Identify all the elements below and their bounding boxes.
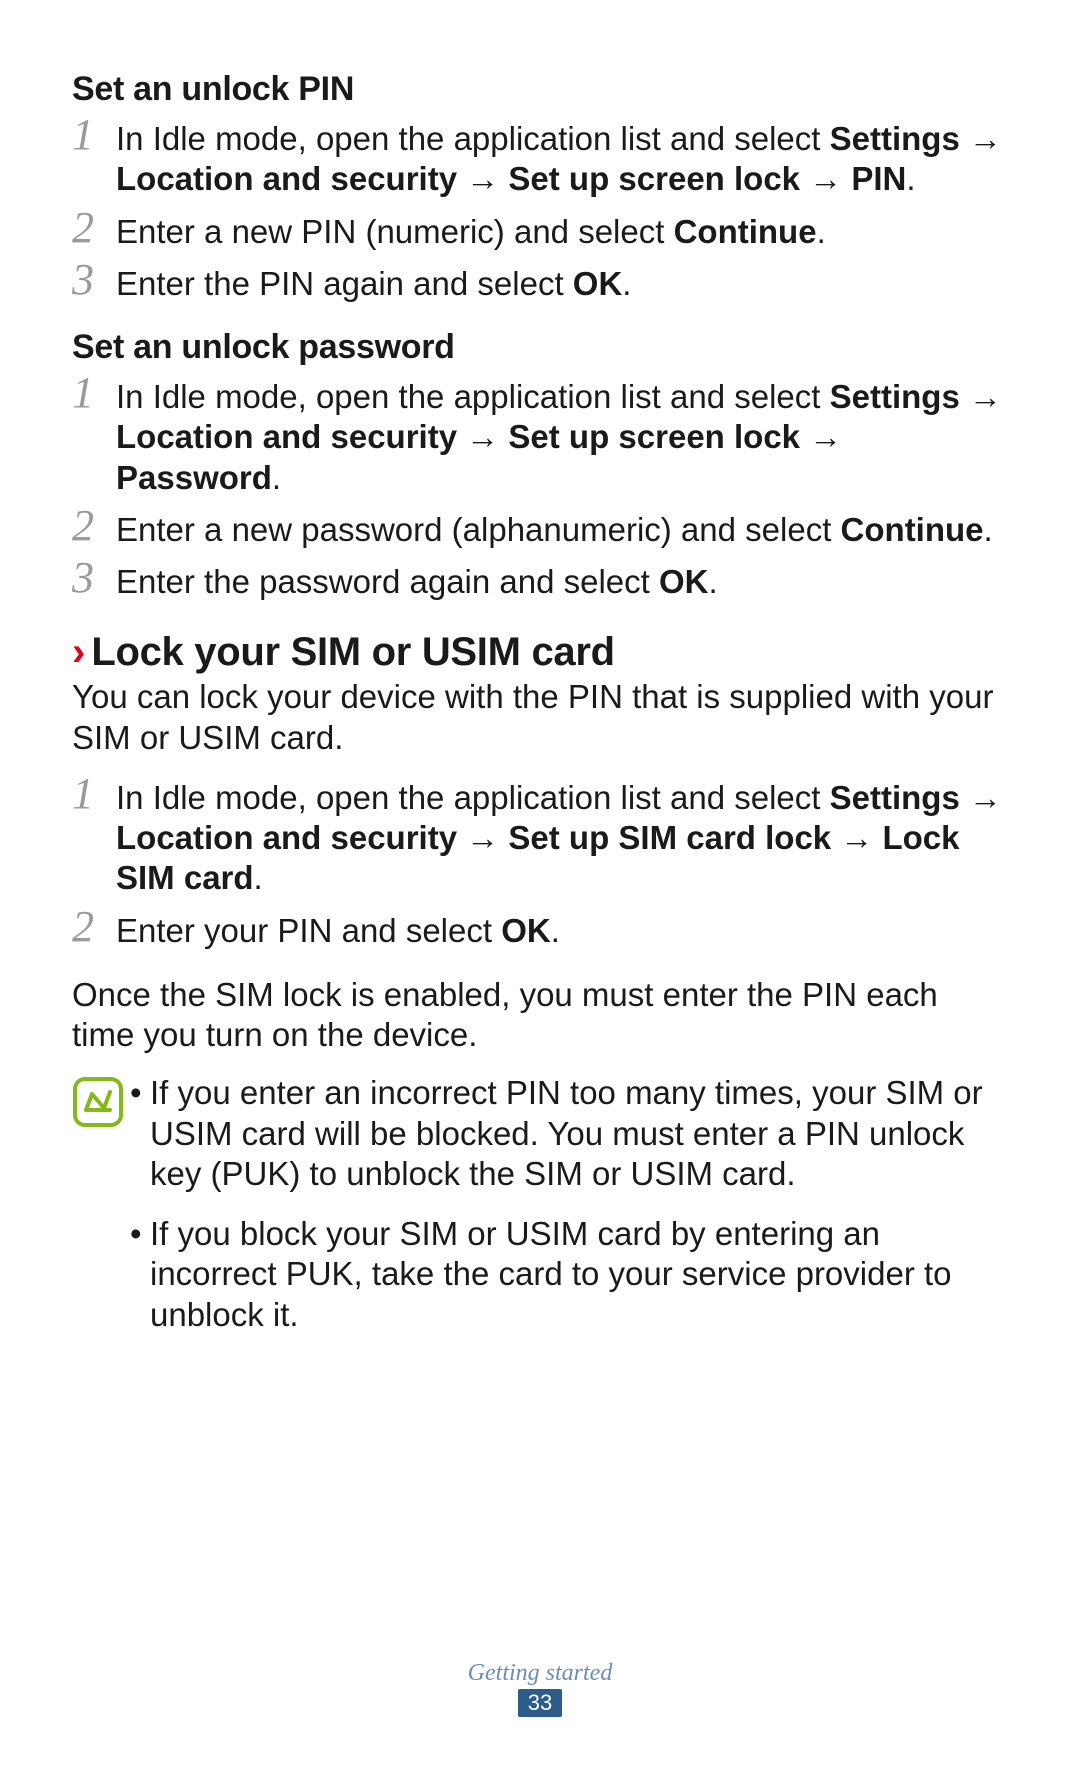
page-footer: Getting started 33 [0, 1660, 1080, 1717]
step-number: 2 [72, 905, 116, 949]
note-block: • If you enter an incorrect PIN too many… [72, 1073, 1008, 1355]
step-item: 1 In Idle mode, open the application lis… [72, 117, 1008, 200]
chevron-icon: › [72, 632, 85, 672]
step-text: In Idle mode, open the application list … [116, 117, 1008, 200]
step-number: 2 [72, 206, 116, 250]
bullet-dot: • [130, 1073, 150, 1113]
heading-text: Lock your SIM or USIM card [91, 630, 614, 675]
footer-section-title: Getting started [0, 1660, 1080, 1687]
step-text: In Idle mode, open the application list … [116, 375, 1008, 498]
step-item: 3 Enter the PIN again and select OK. [72, 262, 1008, 304]
page-number: 33 [518, 1689, 562, 1717]
step-text: Enter the password again and select OK. [116, 560, 718, 602]
note-text: If you enter an incorrect PIN too many t… [150, 1073, 1008, 1194]
manual-page: Set an unlock PIN 1 In Idle mode, open t… [0, 0, 1080, 1355]
note-text: If you block your SIM or USIM card by en… [150, 1214, 1008, 1335]
step-number: 1 [72, 113, 116, 157]
bullet-dot: • [130, 1214, 150, 1254]
step-item: 1 In Idle mode, open the application lis… [72, 776, 1008, 899]
note-item: • If you enter an incorrect PIN too many… [130, 1073, 1008, 1194]
step-text: Enter a new password (alphanumeric) and … [116, 508, 993, 550]
step-number: 3 [72, 258, 116, 302]
sim-outro-text: Once the SIM lock is enabled, you must e… [72, 975, 1008, 1056]
steps-lock-sim: 1 In Idle mode, open the application lis… [72, 776, 1008, 951]
heading-lock-sim: › Lock your SIM or USIM card [72, 630, 1008, 675]
step-item: 2 Enter your PIN and select OK. [72, 909, 1008, 951]
note-item: • If you block your SIM or USIM card by … [130, 1214, 1008, 1335]
heading-unlock-password: Set an unlock password [72, 328, 1008, 367]
step-text: Enter your PIN and select OK. [116, 909, 560, 951]
step-item: 2 Enter a new password (alphanumeric) an… [72, 508, 1008, 550]
step-number: 2 [72, 504, 116, 548]
note-icon [72, 1076, 124, 1128]
step-number: 1 [72, 371, 116, 415]
steps-unlock-pin: 1 In Idle mode, open the application lis… [72, 117, 1008, 304]
sim-intro-text: You can lock your device with the PIN th… [72, 677, 1008, 758]
step-text: Enter the PIN again and select OK. [116, 262, 631, 304]
note-icon-wrap [72, 1073, 130, 1128]
step-item: 3 Enter the password again and select OK… [72, 560, 1008, 602]
step-item: 1 In Idle mode, open the application lis… [72, 375, 1008, 498]
step-text: Enter a new PIN (numeric) and select Con… [116, 210, 826, 252]
step-number: 3 [72, 556, 116, 600]
step-number: 1 [72, 772, 116, 816]
heading-unlock-pin: Set an unlock PIN [72, 70, 1008, 109]
steps-unlock-password: 1 In Idle mode, open the application lis… [72, 375, 1008, 602]
step-text: In Idle mode, open the application list … [116, 776, 1008, 899]
step-item: 2 Enter a new PIN (numeric) and select C… [72, 210, 1008, 252]
note-list: • If you enter an incorrect PIN too many… [130, 1073, 1008, 1355]
